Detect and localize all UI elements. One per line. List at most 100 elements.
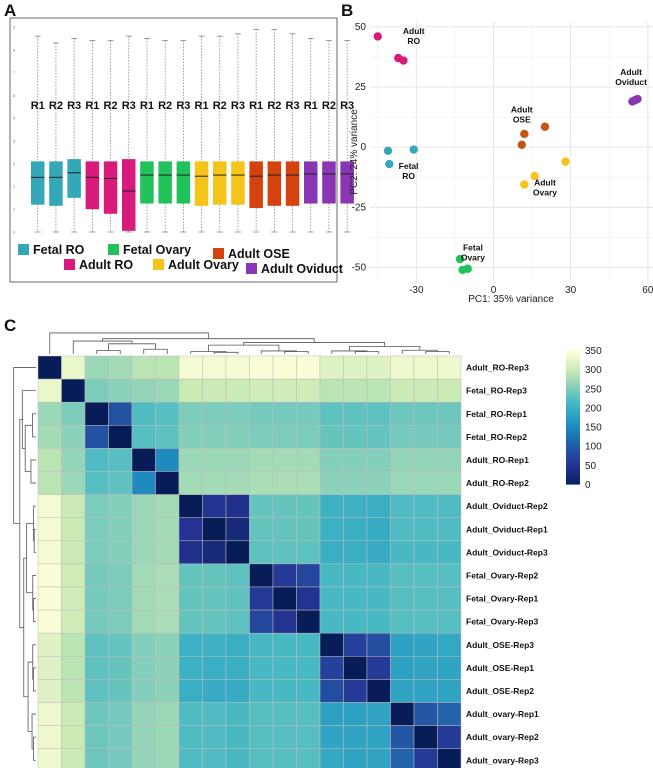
pca-point — [540, 122, 550, 131]
colorbar-segment — [566, 370, 580, 373]
heatmap-cell — [366, 378, 391, 403]
replicate-label: R3 — [176, 100, 190, 112]
colorbar-segment — [566, 459, 580, 463]
heatmap-cell — [296, 725, 321, 749]
pca-annotation: Oviduct — [615, 77, 647, 87]
pca-point — [385, 159, 394, 169]
colorbar-segment — [566, 472, 580, 476]
heatmap-cell — [37, 448, 62, 472]
heatmap-cell — [272, 425, 297, 449]
pca-point — [399, 56, 408, 65]
heatmap-cell — [155, 378, 180, 403]
heatmap-cell — [343, 563, 368, 588]
heatmap-cell — [413, 563, 438, 588]
heatmap-cell — [272, 540, 297, 565]
heatmap-cell — [413, 494, 438, 518]
legend-label: Fetal RO — [33, 243, 85, 257]
heatmap-cell — [249, 401, 274, 426]
heatmap-cell — [225, 494, 250, 518]
heatmap-cell — [225, 748, 250, 768]
heatmap-cell — [155, 632, 180, 657]
heatmap-cell — [131, 586, 156, 611]
colorbar-segment — [566, 367, 580, 371]
heatmap-cell — [61, 448, 86, 472]
legend-swatch — [108, 244, 119, 255]
box — [158, 161, 172, 204]
heatmap-cell — [343, 632, 368, 657]
x-tick-label: 0 — [491, 285, 497, 296]
heatmap-cell — [366, 517, 391, 542]
colorbar-segment — [566, 452, 580, 456]
heatmap-cell — [319, 748, 344, 768]
heatmap-cell — [202, 656, 227, 680]
heatmap-cell — [437, 540, 462, 565]
colorbar-segment — [566, 392, 580, 396]
x-tick-label: -30 — [409, 285, 424, 296]
heatmap-cell — [131, 355, 156, 380]
y-tick-label: -50 — [352, 263, 367, 274]
colorbar-tick-label: 150 — [585, 423, 602, 434]
heatmap-cell — [225, 401, 250, 426]
pca-annotation: Ovary — [533, 188, 557, 198]
colorbar-tick-label: 200 — [585, 403, 602, 414]
heatmap-cell — [202, 586, 227, 611]
heatmap-cell — [108, 378, 133, 403]
heatmap-cell — [343, 355, 368, 380]
heatmap-cell — [390, 517, 415, 542]
colorbar-segment — [566, 376, 580, 380]
colorbar-segment — [566, 454, 580, 458]
heatmap-row-label: Fetal_RO-Rep2 — [466, 432, 527, 442]
heatmap-row-label: Adult_ovary-Rep1 — [466, 709, 539, 719]
heatmap-cell — [319, 425, 344, 449]
heatmap-cell — [366, 540, 391, 565]
replicate-label: R1 — [85, 100, 99, 112]
dendrogram-branch — [33, 736, 36, 761]
heatmap-cell — [108, 748, 133, 768]
y-tick-label: 1 — [13, 207, 16, 212]
heatmap-cell — [178, 355, 203, 380]
heatmap-cell — [249, 656, 274, 680]
heatmap-cell — [108, 471, 133, 495]
heatmap-row-label: Fetal_Ovary-Rep1 — [466, 594, 539, 604]
colorbar-segment — [566, 466, 580, 469]
colorbar-segment — [566, 408, 580, 411]
heatmap-cell — [155, 702, 180, 726]
heatmap-cell — [178, 679, 203, 703]
heatmap-cell — [437, 609, 462, 634]
heatmap-cell — [37, 378, 62, 403]
heatmap-cell — [390, 656, 415, 680]
heatmap-cell — [84, 586, 109, 611]
heatmap-cell — [413, 702, 438, 726]
heatmap-cell — [225, 656, 250, 680]
dendrogram-branch — [190, 351, 227, 354]
heatmap-cell — [366, 494, 391, 518]
dendrogram-branch — [143, 348, 168, 354]
colorbar-segment — [566, 468, 580, 472]
heatmap-row-label: Adult_Oviduct-Rep1 — [466, 524, 548, 534]
heatmap-cell — [343, 401, 368, 426]
colorbar-segment — [566, 434, 580, 438]
heatmap-cell — [390, 748, 415, 768]
colorbar-segment — [566, 365, 580, 369]
heatmap-cell — [366, 586, 391, 611]
heatmap-cell — [178, 494, 203, 518]
heatmap-cell — [437, 702, 462, 726]
heatmap-cell — [296, 748, 321, 768]
dendrogram-branch — [213, 351, 239, 354]
pca-annotation: Adult — [511, 104, 533, 114]
heatmap-cell — [178, 725, 203, 749]
heatmap-cell — [413, 632, 438, 657]
heatmap-cell — [84, 378, 109, 403]
colorbar-segment — [566, 379, 580, 382]
heatmap-cell — [225, 702, 250, 726]
replicate-label: R1 — [195, 100, 209, 112]
heatmap-cell — [108, 540, 133, 565]
heatmap-cell — [155, 448, 180, 472]
box — [67, 159, 81, 198]
heatmap-cell — [272, 725, 297, 749]
replicate-label: R1 — [31, 100, 45, 112]
heatmap-cell — [131, 471, 156, 495]
heatmap-cell — [390, 563, 415, 588]
heatmap-cell — [437, 656, 462, 680]
